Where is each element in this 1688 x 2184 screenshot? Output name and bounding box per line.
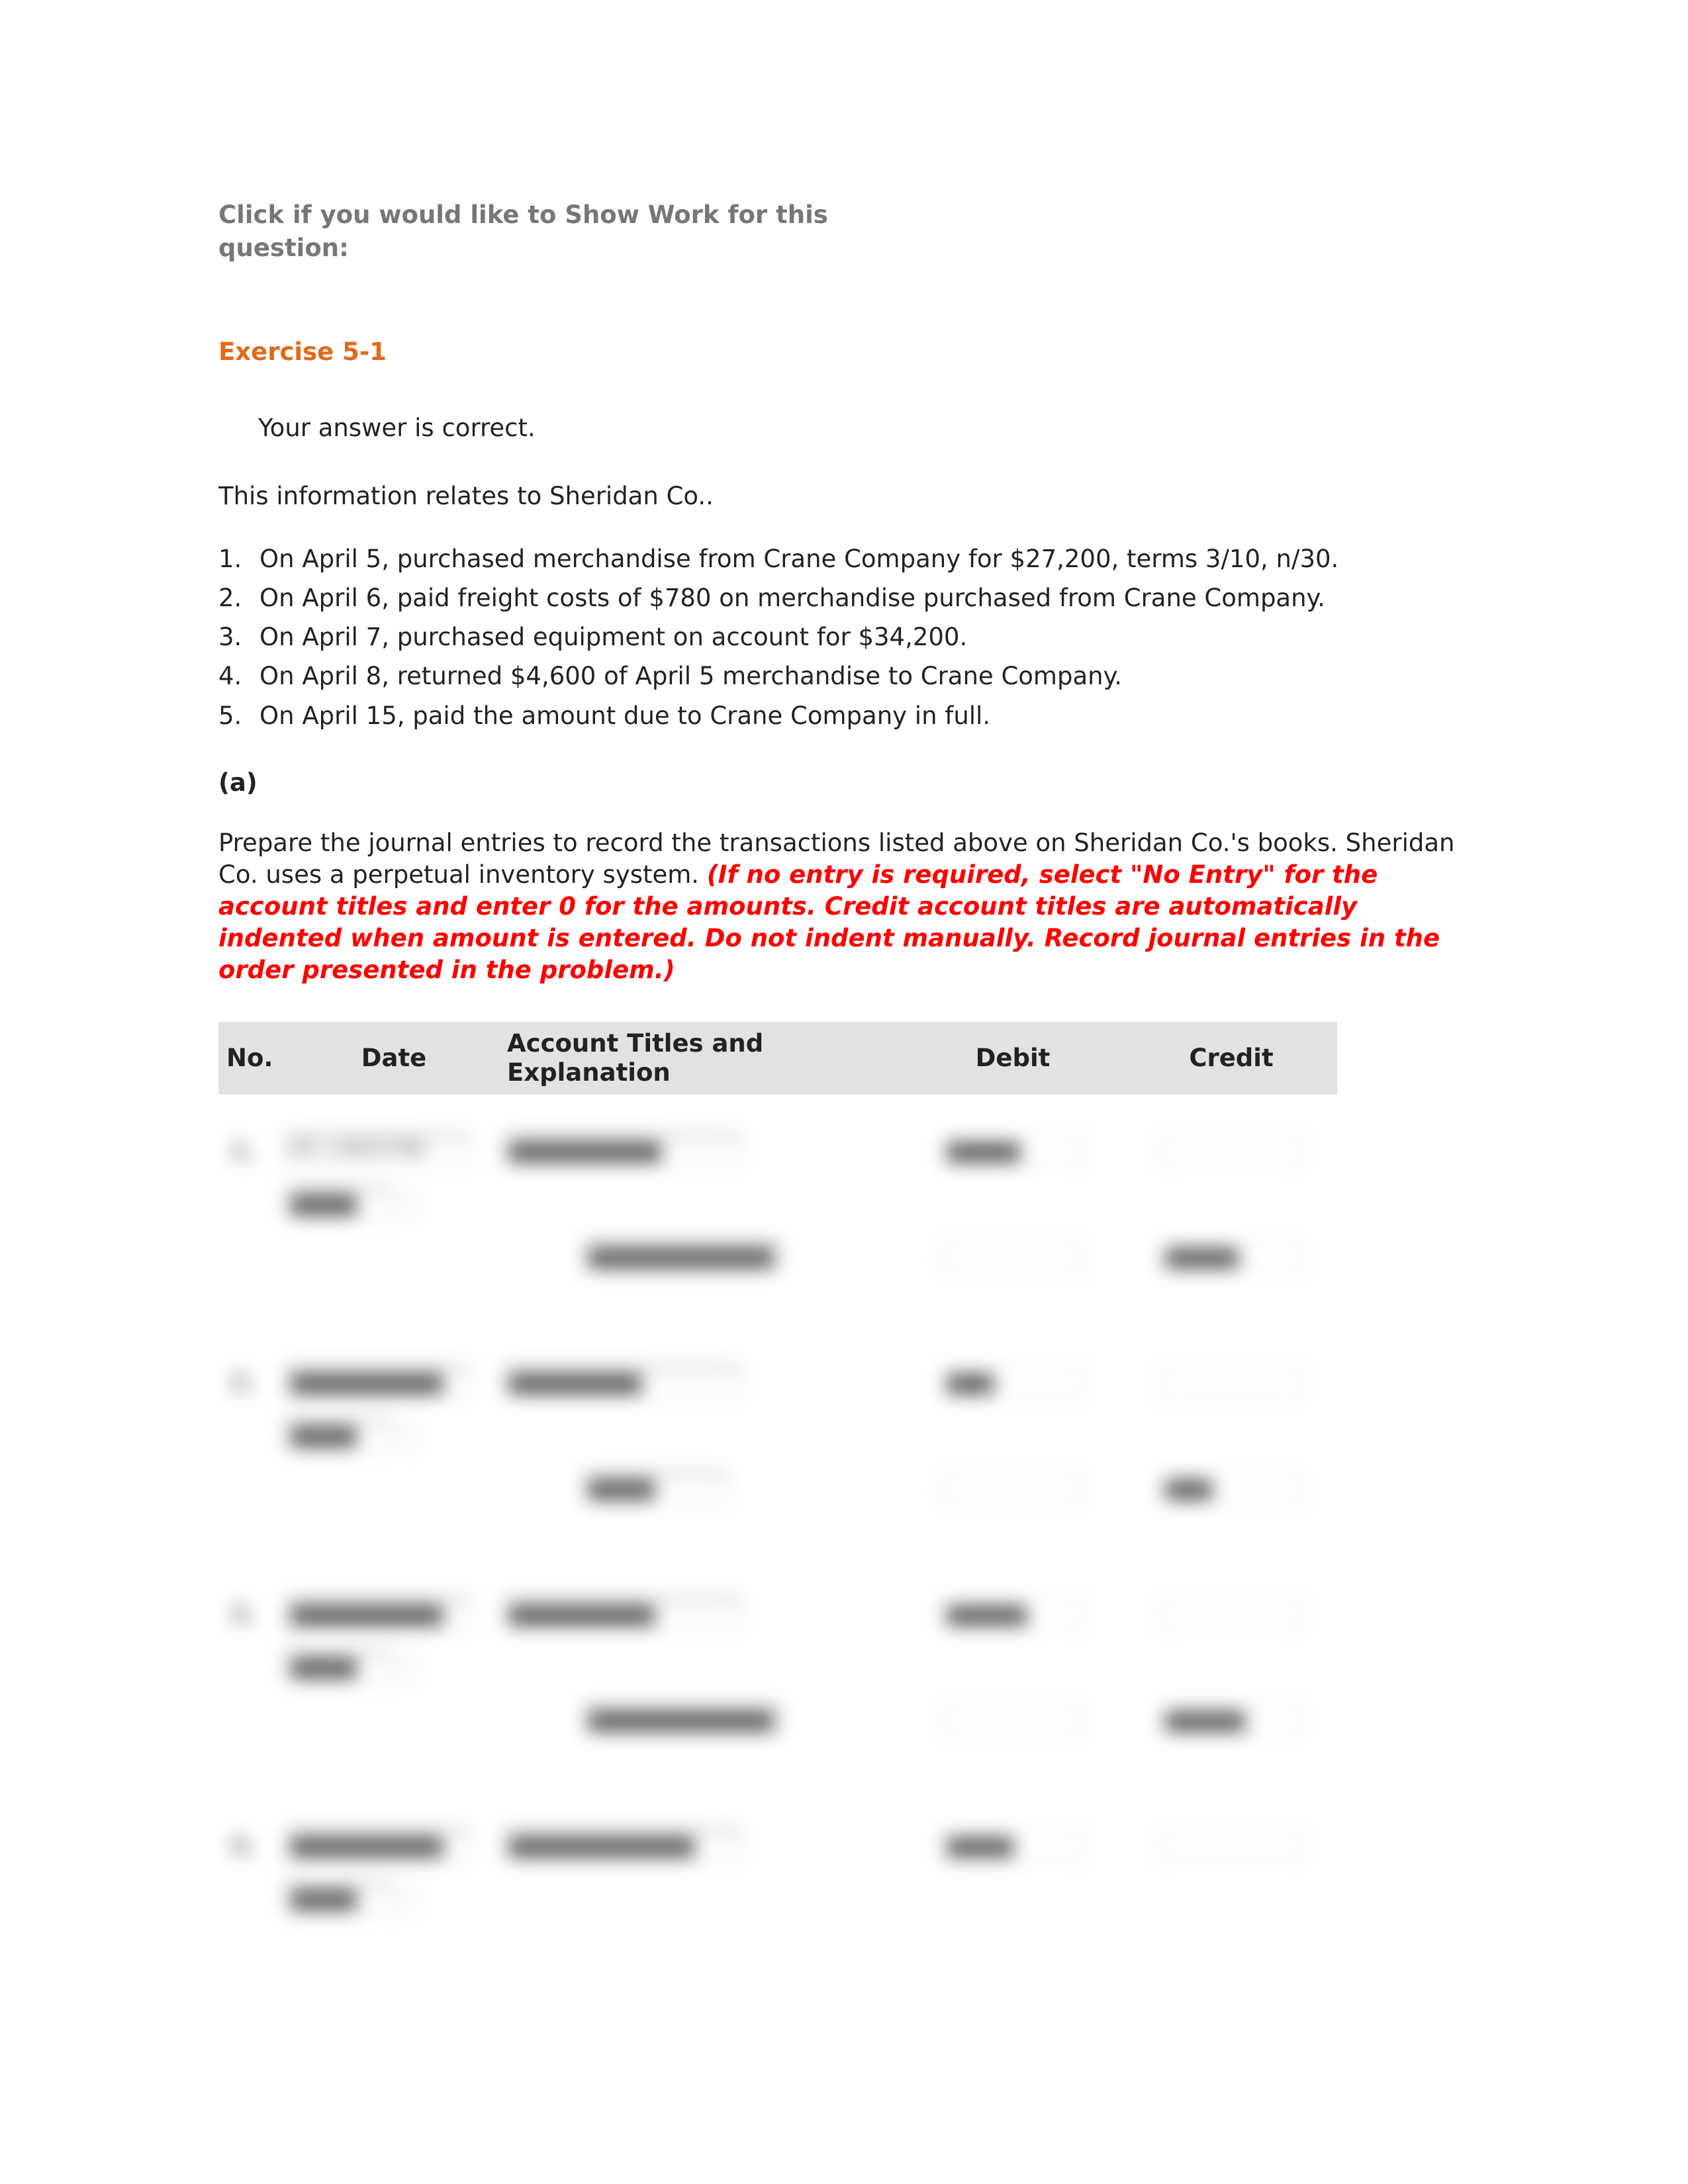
debit-field[interactable] [940, 1706, 1086, 1735]
account-credit-field[interactable] [583, 1705, 781, 1735]
date-sub-field[interactable] [285, 1420, 391, 1451]
list-item: On April 5, purchased merchandise from C… [218, 539, 1470, 578]
list-item: On April 8, returned $4,600 of April 5 m… [218, 657, 1470, 696]
debit-field[interactable] [940, 1831, 1086, 1860]
date-picker-icon[interactable] [399, 1189, 418, 1218]
table-row: 1. EAT_1346157396 [218, 1134, 1337, 1273]
account-field[interactable] [503, 1367, 741, 1398]
date-picker-icon[interactable] [399, 1884, 418, 1913]
credit-field[interactable] [1158, 1706, 1304, 1735]
table-row: 3. [218, 1598, 1337, 1737]
show-work-prompt[interactable]: Click if you would like to Show Work for… [218, 199, 880, 265]
table-row: 4. [218, 1829, 1337, 1915]
journal-header-row: No. Date Account Titles and Explanation … [218, 1022, 1337, 1095]
exercise-title: Exercise 5-1 [218, 338, 1470, 366]
col-date: Date [285, 1044, 503, 1073]
list-item: On April 6, paid freight costs of $780 o… [218, 578, 1470, 617]
feedback-message: Your answer is correct. [258, 414, 536, 442]
date-field[interactable] [285, 1831, 470, 1861]
col-credit: Credit [1125, 1044, 1337, 1073]
transaction-list: On April 5, purchased merchandise from C… [218, 539, 1470, 735]
credit-field[interactable] [1158, 1136, 1304, 1165]
debit-field[interactable] [940, 1474, 1086, 1503]
credit-field[interactable] [1158, 1368, 1304, 1397]
intro-line: This information relates to Sheridan Co.… [218, 482, 1470, 510]
credit-field[interactable] [1158, 1600, 1304, 1629]
feedback-row: Your answer is correct. [258, 414, 1470, 442]
account-credit-field[interactable] [583, 1473, 728, 1504]
debit-field[interactable] [940, 1368, 1086, 1397]
list-item: On April 15, paid the amount due to Cran… [218, 696, 1470, 735]
account-field[interactable] [503, 1599, 741, 1629]
table-row: 2. [218, 1366, 1337, 1505]
list-item: On April 7, purchased equipment on accou… [218, 617, 1470, 657]
date-sub-field[interactable] [285, 1884, 391, 1914]
col-debit: Debit [900, 1044, 1125, 1073]
credit-field[interactable] [1158, 1831, 1304, 1860]
col-no: No. [218, 1044, 285, 1073]
credit-field[interactable] [1158, 1242, 1304, 1271]
journal-entries-blurred: 1. EAT_1346157396 [218, 1134, 1337, 1915]
part-label: (a) [218, 768, 1470, 797]
credit-field[interactable] [1158, 1474, 1304, 1503]
date-field[interactable] [285, 1367, 470, 1398]
date-sub-field[interactable] [285, 1652, 391, 1682]
date-picker-icon[interactable] [399, 1421, 418, 1450]
account-field[interactable] [503, 1136, 741, 1166]
date-sub-field[interactable] [285, 1189, 391, 1219]
date-value: EAT_1346157396 [285, 1137, 430, 1161]
date-field[interactable]: EAT_1346157396 [285, 1136, 470, 1166]
debit-field[interactable] [940, 1136, 1086, 1165]
col-account: Account Titles and Explanation [503, 1029, 900, 1088]
account-credit-field[interactable] [583, 1242, 781, 1272]
debit-field[interactable] [940, 1600, 1086, 1629]
debit-field[interactable] [940, 1242, 1086, 1271]
account-field[interactable] [503, 1831, 741, 1861]
date-field[interactable] [285, 1599, 470, 1629]
date-picker-icon[interactable] [399, 1653, 418, 1682]
instructions: Prepare the journal entries to record th… [218, 827, 1456, 986]
